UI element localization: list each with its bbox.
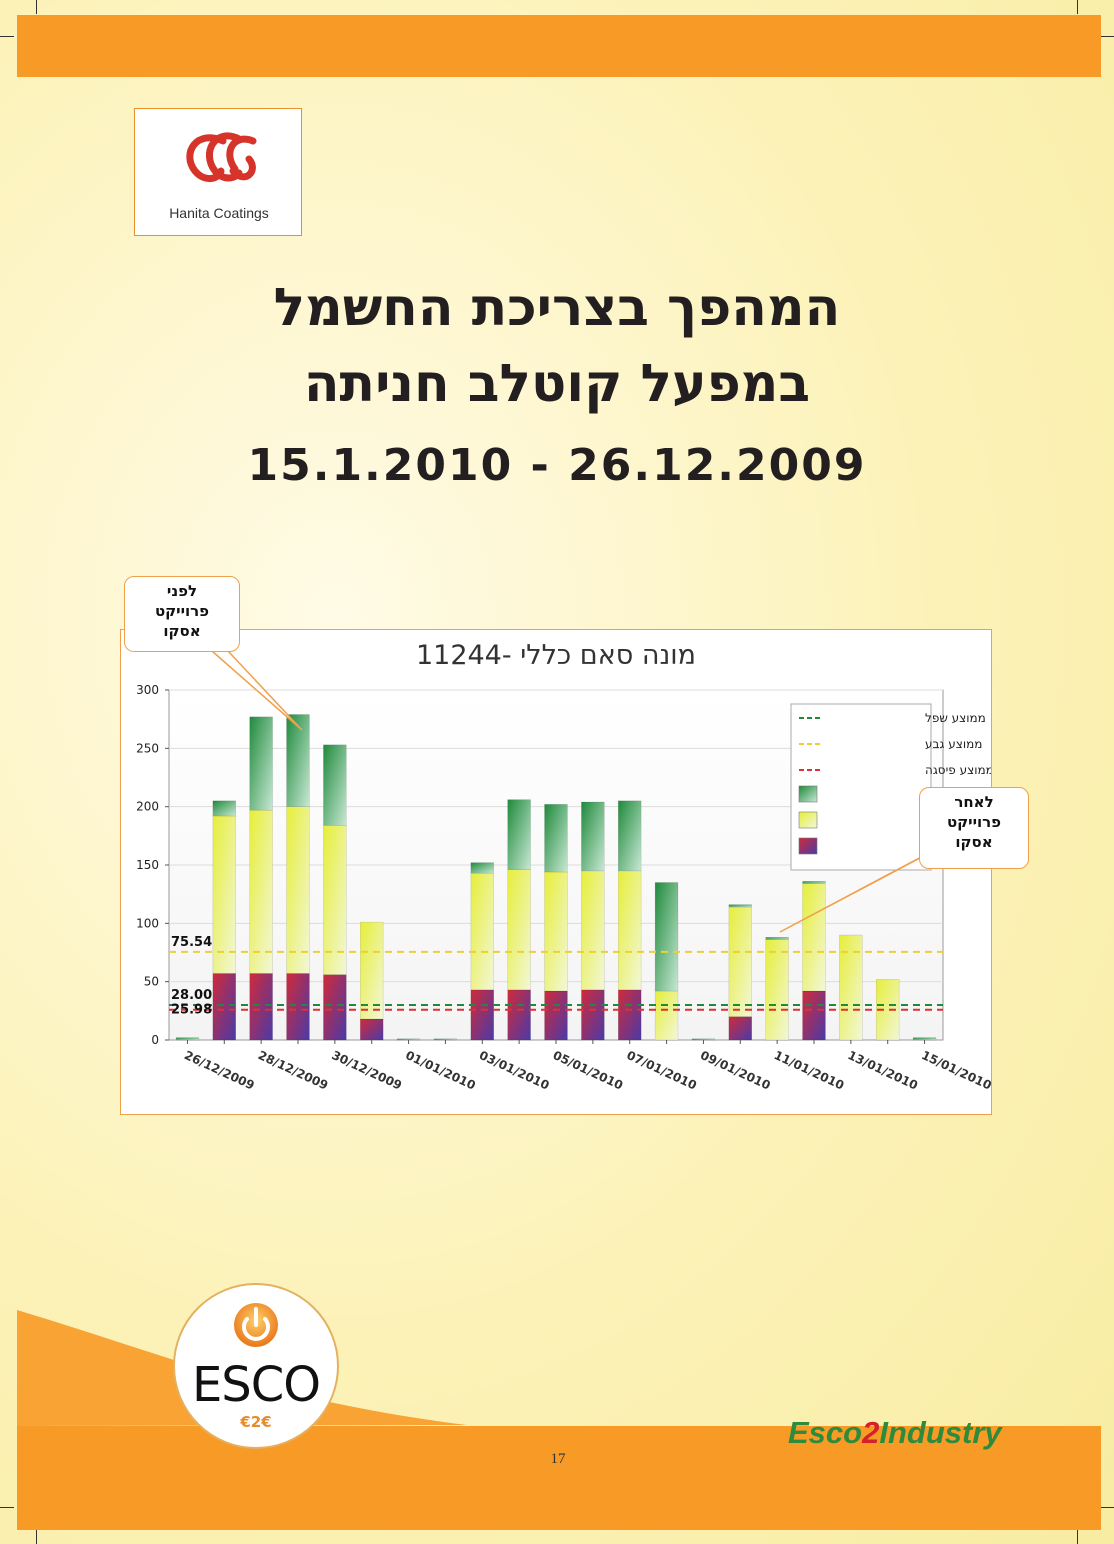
brand-part: 2 (862, 1415, 880, 1450)
logo-company-name: Hanita Coatings (169, 205, 269, 221)
chart-frame: מונה סאם כללי -11244 0 50 100 150 200 250 300 26… (120, 629, 992, 1115)
top-orange-band (17, 15, 1101, 77)
bar-segment (175, 1037, 200, 1041)
legend-swatch (798, 785, 818, 803)
callout-before-project: לפני פרוייקט אסקו (124, 576, 240, 652)
bar-segment (765, 937, 789, 940)
bar-segment (470, 862, 495, 874)
reference-label: 25.98 (171, 1003, 212, 1018)
x-tick-label: 30/12/2009 (330, 1048, 404, 1093)
callout-before-line: לפני (166, 582, 198, 600)
y-tick-label: 100 (136, 916, 159, 930)
bottom-orange-band (17, 1426, 1101, 1530)
bar-segment (396, 1038, 421, 1041)
legend-label: ממוצע גבע (925, 737, 982, 751)
esco-subtitle: €2€ (240, 1413, 272, 1431)
orange-swoosh (17, 1310, 467, 1426)
x-tick-label: 15/01/2010 (919, 1048, 991, 1093)
bar-segment (802, 881, 826, 884)
callout-after-line: אסקו (955, 833, 993, 851)
legend-swatch (798, 811, 818, 829)
callout-before-line: אסקו (163, 622, 201, 640)
esco-logo: ESCO €2€ (173, 1283, 339, 1449)
y-tick-label: 200 (136, 800, 159, 814)
esco-name: ESCO (191, 1357, 321, 1413)
chart-title: מונה סאם כללי -11244 (416, 640, 696, 671)
stacked-bar-chart: מונה סאם כללי -11244 0 50 100 150 200 250 300 26… (136, 640, 991, 1093)
bar-segment (286, 806, 310, 974)
bar-segment (544, 804, 568, 873)
hanita-logo: Hanita Coatings (134, 108, 302, 236)
crop-mark (36, 0, 37, 14)
x-tick-label: 05/01/2010 (551, 1048, 625, 1093)
y-tick-label: 0 (151, 1033, 159, 1047)
title-dates: 15.1.2010 - 26.12.2009 (247, 440, 867, 491)
x-tick-label: 28/12/2009 (256, 1048, 330, 1093)
brand-part: Industry (879, 1415, 1002, 1450)
bar-segment (323, 744, 347, 826)
bar-segment (691, 1038, 716, 1041)
title-line-1: המהפך בצריכת החשמל (273, 278, 841, 338)
y-tick-label: 150 (136, 858, 159, 872)
bar-segment (212, 800, 237, 817)
crop-mark (1100, 36, 1114, 37)
bar-segment (249, 716, 273, 811)
crop-mark (0, 36, 14, 37)
bar-segment (433, 1038, 458, 1041)
legend-swatch (798, 837, 818, 855)
callout-after-line: לאחר (954, 793, 994, 811)
x-tick-label: 03/01/2010 (477, 1048, 551, 1093)
callout-after-project: לאחר פרוייקט אסקו (919, 787, 1029, 869)
page-number: 17 (550, 1451, 566, 1467)
x-tick-label: 11/01/2010 (772, 1048, 846, 1093)
callout-after-line: פרוייקט (946, 813, 1002, 831)
x-tick-label: 01/01/2010 (403, 1048, 477, 1093)
bar-segment (728, 904, 753, 908)
hanita-swirl-icon (186, 132, 257, 182)
bar-segment (617, 800, 642, 872)
power-button-icon (234, 1303, 278, 1347)
y-tick-label: 250 (136, 741, 159, 755)
brand-part: Esco (788, 1415, 863, 1450)
y-tick-label: 300 (136, 683, 159, 697)
brand-wordmark: Esco2Industry (788, 1415, 1002, 1451)
bar-segment (912, 1037, 937, 1041)
crop-mark (1077, 0, 1078, 14)
legend-label: ממוצע פיסגה (925, 763, 991, 777)
reference-label: 75.54 (171, 935, 212, 950)
bar-segment (286, 714, 310, 807)
y-tick-label: 50 (144, 975, 159, 989)
bar-segment (654, 882, 679, 992)
bar-segment (728, 1016, 753, 1041)
bar-segment (581, 801, 605, 872)
crop-mark (1077, 1530, 1078, 1544)
x-tick-label: 09/01/2010 (698, 1048, 772, 1093)
crop-mark (36, 1530, 37, 1544)
reference-label: 28.00 (171, 988, 212, 1003)
bar-segment (359, 921, 384, 1020)
x-tick-label: 26/12/2009 (182, 1048, 256, 1093)
callout-before-line: פרוייקט (154, 602, 210, 620)
legend-label: ממוצע שפל (925, 711, 986, 725)
title-line-2: במפעל קוטלב חניתה (303, 354, 811, 414)
x-tick-label: 13/01/2010 (846, 1048, 920, 1093)
crop-mark (1100, 1507, 1114, 1508)
crop-mark (0, 1507, 14, 1508)
bar-segment (507, 799, 531, 870)
x-tick-label: 07/01/2010 (624, 1048, 698, 1093)
bar-segment (359, 1018, 384, 1041)
